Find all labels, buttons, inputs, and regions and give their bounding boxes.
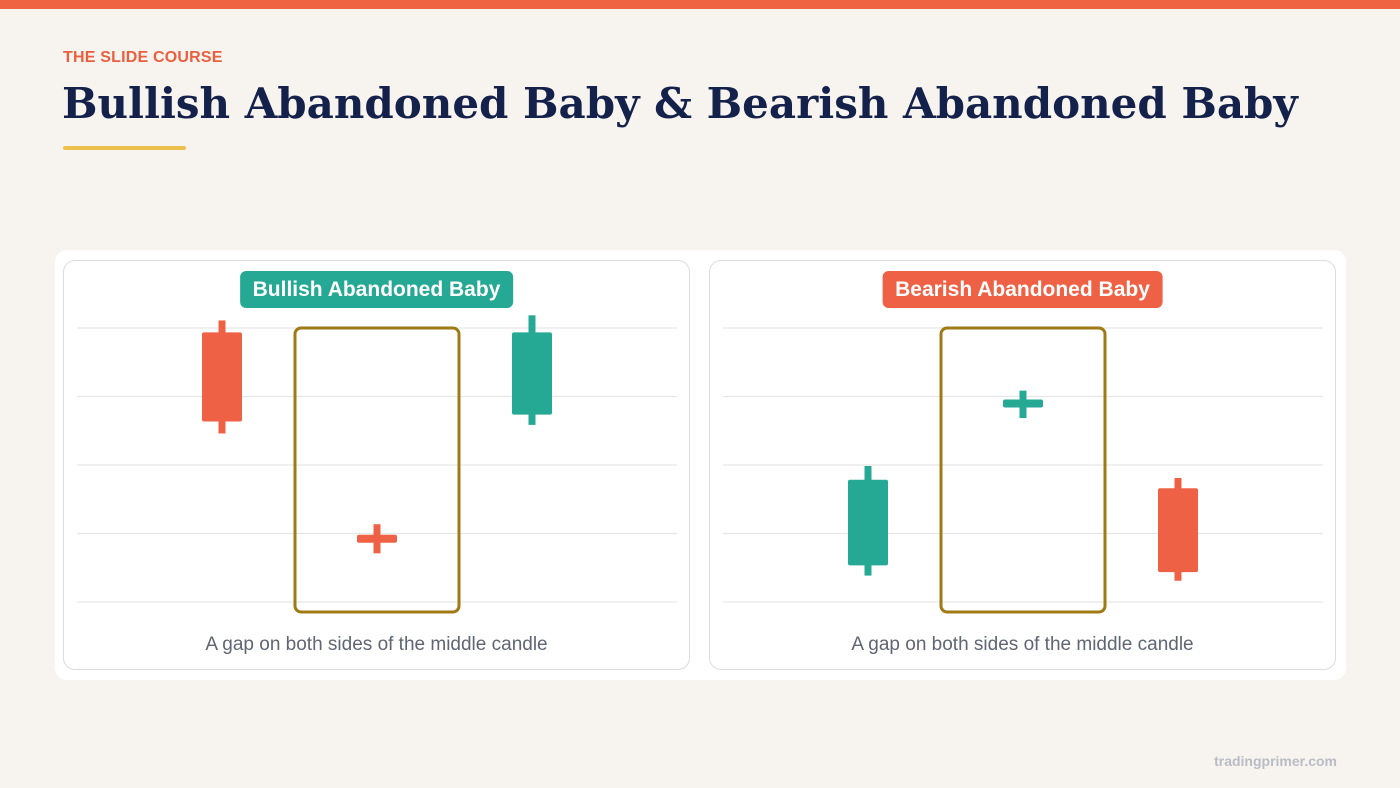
candle-body — [357, 534, 397, 543]
candle-body — [1158, 488, 1198, 573]
footer-site: tradingprimer.com — [1214, 753, 1337, 769]
candle-body — [848, 479, 888, 566]
course-label: THE SLIDE COURSE — [63, 49, 223, 66]
candle-body — [202, 332, 242, 422]
top-accent-bar — [0, 0, 1400, 9]
candle-bullish — [848, 466, 888, 576]
bullish-badge: Bullish Abandoned Baby — [239, 271, 514, 308]
candle-bearish — [357, 524, 397, 554]
bullish-candlestick-chart — [77, 315, 677, 614]
candle-bullish — [1003, 390, 1043, 419]
bullish-panel: Bullish Abandoned Baby A gap on both sid… — [63, 260, 690, 670]
gap-highlight-box — [293, 326, 461, 614]
candle-body — [512, 332, 552, 415]
candle-bearish — [1158, 477, 1198, 581]
bearish-caption: A gap on both sides of the middle candle — [851, 634, 1194, 655]
page-title: Bullish Abandoned Baby & Bearish Abandon… — [62, 79, 1298, 128]
gap-highlight-box — [939, 326, 1107, 614]
bearish-panel: Bearish Abandoned Baby A gap on both sid… — [709, 260, 1336, 670]
bearish-badge: Bearish Abandoned Baby — [882, 271, 1163, 308]
bearish-candlestick-chart — [723, 326, 1323, 614]
candle-body — [1003, 399, 1043, 408]
title-underline — [63, 146, 186, 150]
bullish-caption: A gap on both sides of the middle candle — [205, 634, 548, 655]
candle-bullish — [512, 315, 552, 425]
diagram-stage: Bullish Abandoned Baby A gap on both sid… — [55, 250, 1346, 680]
candle-bearish — [202, 320, 242, 434]
